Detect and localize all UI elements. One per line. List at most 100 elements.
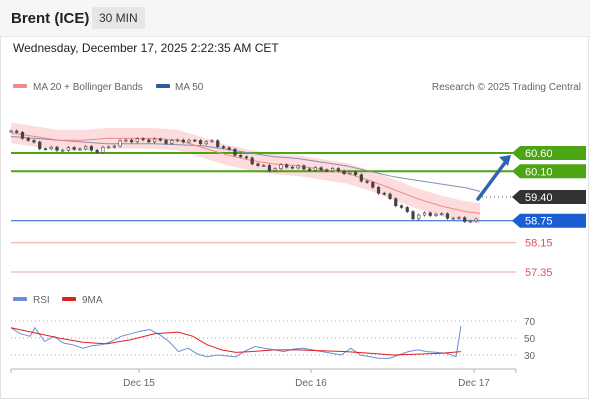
candle-body: [193, 139, 197, 142]
candle-body: [38, 141, 42, 150]
candle-body: [330, 168, 335, 172]
research-credit: Research © 2025 Trading Central: [432, 82, 581, 93]
level-label-58.75: 58.75: [525, 216, 553, 228]
candle-body: [147, 139, 151, 143]
chart-frame: [0, 36, 589, 399]
candle-body: [26, 138, 30, 141]
candle-body: [84, 146, 88, 150]
candle-body: [124, 139, 128, 142]
x-tick-label-Dec 17: Dec 17: [458, 378, 490, 389]
rsi-tick-label-50: 50: [524, 334, 536, 345]
ma9-legend-label: 9MA: [82, 295, 103, 306]
candle-body: [474, 218, 478, 222]
candle-body: [279, 164, 283, 170]
candle-body: [376, 186, 381, 194]
candle-body: [239, 154, 243, 158]
candle-body: [325, 169, 329, 172]
candle-body: [227, 147, 231, 150]
candle-body: [399, 205, 404, 208]
level-badge-59.40: [512, 189, 586, 204]
candle-body: [32, 140, 36, 143]
x-tick-label-Dec 15: Dec 15: [123, 378, 155, 389]
candle-body: [417, 214, 421, 220]
level-badge-60.10: [512, 164, 586, 179]
candle-body: [440, 213, 444, 216]
instrument-title: Brent (ICE): [11, 10, 90, 27]
level-label-58.15: 58.15: [525, 238, 553, 250]
ma50-legend-label: MA 50: [175, 82, 204, 93]
ma20-line: [10, 132, 481, 214]
rsi-tick-label-30: 30: [524, 351, 536, 362]
candle-body: [175, 139, 180, 142]
candle-body: [388, 193, 392, 200]
level-label-59.40: 59.40: [525, 192, 553, 204]
rsi-plot: 30 50 70: [10, 317, 536, 362]
rsi-legend-label: RSI: [33, 295, 50, 306]
candle-body: [394, 198, 398, 207]
candle-body: [141, 138, 145, 141]
candle-body: [296, 165, 300, 169]
bollinger-legend-swatch: [13, 84, 27, 88]
candle-body: [273, 168, 277, 171]
candle-body: [107, 146, 111, 149]
candle-body: [78, 148, 82, 151]
candle-body: [15, 130, 19, 133]
candle-body: [285, 164, 289, 168]
candle-body: [158, 138, 162, 141]
rsi-legend-swatch: [13, 297, 27, 301]
candle-body: [61, 149, 65, 152]
level-badge-60.60: [512, 146, 586, 160]
candle-body: [262, 165, 266, 167]
candle-body: [267, 165, 272, 171]
candle-body: [216, 140, 220, 147]
candle-body: [422, 212, 427, 216]
rsi-tick-label-70: 70: [524, 317, 536, 328]
candle-body: [20, 132, 25, 139]
candle-body: [49, 146, 53, 150]
candle-body: [118, 140, 122, 147]
candle-body: [130, 139, 134, 143]
candle-body: [336, 168, 340, 172]
candle-body: [308, 168, 312, 171]
candle-body: [135, 138, 139, 143]
projection-arrowhead: [499, 155, 511, 166]
candle-body: [468, 220, 473, 223]
x-tick-label-Dec 16: Dec 16: [295, 378, 327, 389]
candle-body: [112, 145, 116, 148]
candle-body: [256, 163, 260, 166]
candle-body: [302, 165, 306, 170]
candle-body: [290, 166, 295, 169]
candle-body: [101, 146, 105, 153]
x-axis: Dec 15 Dec 16 Dec 17: [10, 369, 517, 389]
candle-body: [164, 139, 168, 144]
price-plot: 60.60 60.10 59.40 58.75 58.15 57.35: [9, 122, 586, 279]
candle-body: [204, 141, 208, 145]
candle-body: [233, 148, 237, 156]
level-label-60.10: 60.10: [525, 166, 553, 178]
timeframe-button[interactable]: 30 MIN: [92, 7, 145, 29]
candle-body: [342, 170, 346, 174]
candle-body: [221, 146, 226, 149]
header-bar: Brent (ICE) 30 MIN: [0, 0, 590, 37]
projection-arrow: [476, 158, 509, 201]
candle-body: [244, 156, 249, 159]
level-label-57.35: 57.35: [525, 267, 553, 279]
candle-body: [434, 213, 438, 216]
candle-body: [43, 148, 48, 151]
candle-body: [463, 217, 467, 222]
candle-body: [451, 217, 455, 220]
candle-body: [359, 174, 363, 182]
candle-body: [181, 139, 185, 143]
candle-body: [55, 146, 59, 151]
rsi-line: [10, 326, 462, 359]
candle-body: [72, 147, 76, 150]
candle-body: [365, 180, 369, 183]
level-label-60.60: 60.60: [525, 148, 553, 160]
candle-body: [66, 147, 71, 151]
candle-body: [95, 149, 99, 153]
bollinger-band-area: [11, 122, 480, 224]
candle-body: [313, 167, 317, 171]
level-badge-58.75: [512, 213, 586, 228]
candle-body: [405, 207, 409, 212]
